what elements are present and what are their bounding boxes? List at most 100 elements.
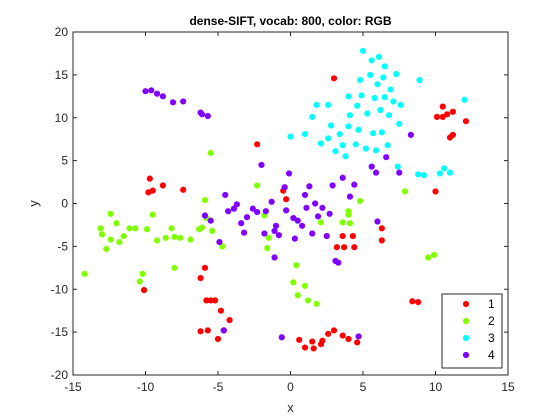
data-point <box>197 275 204 282</box>
legend-box <box>441 293 503 369</box>
x-axis-label: x <box>287 400 294 415</box>
data-point <box>303 204 310 211</box>
legend-label: 2 <box>488 314 495 328</box>
data-point <box>384 142 391 149</box>
data-point <box>171 264 178 271</box>
data-point <box>330 327 338 334</box>
data-point <box>401 188 409 195</box>
legend-marker <box>462 300 470 308</box>
data-point <box>142 88 149 95</box>
data-point <box>219 243 226 250</box>
data-point <box>326 210 333 217</box>
data-point <box>154 237 161 244</box>
data-point <box>368 163 375 170</box>
data-point <box>358 92 365 99</box>
data-point <box>209 227 216 235</box>
data-point <box>396 169 403 176</box>
data-point <box>339 219 346 226</box>
data-point <box>354 339 361 346</box>
data-point <box>339 174 346 181</box>
data-point <box>378 237 385 244</box>
data-point <box>439 113 446 120</box>
data-point <box>299 222 306 229</box>
data-point <box>349 232 356 240</box>
data-point <box>81 270 88 277</box>
data-point <box>301 282 309 289</box>
data-point <box>319 337 326 344</box>
legend-label: 3 <box>488 331 495 345</box>
data-point <box>113 220 120 227</box>
data-point <box>146 175 153 182</box>
data-point <box>201 212 209 219</box>
x-tick-label: -15 <box>64 380 82 394</box>
data-point <box>396 120 403 127</box>
x-tick-label: 10 <box>429 380 443 394</box>
data-point <box>357 197 364 205</box>
data-point <box>375 53 383 60</box>
data-point <box>336 130 343 138</box>
data-point <box>415 171 422 178</box>
data-point <box>374 81 381 88</box>
data-point <box>149 211 156 218</box>
data-point <box>345 93 352 100</box>
data-point <box>351 181 358 188</box>
data-point <box>287 133 294 140</box>
data-point <box>254 141 261 148</box>
data-point <box>362 145 370 152</box>
legend-label: 4 <box>488 348 495 362</box>
data-point <box>198 111 206 118</box>
legend-entry-1: 1 <box>462 297 495 311</box>
x-tick-label: 5 <box>360 380 367 394</box>
series-4 <box>142 87 414 341</box>
data-point <box>368 57 375 64</box>
data-point <box>214 335 222 343</box>
data-point <box>351 244 358 251</box>
data-point <box>416 76 423 84</box>
x-tick-label: -10 <box>137 380 155 394</box>
data-point <box>301 344 309 351</box>
data-point <box>329 182 336 189</box>
data-point <box>278 334 285 341</box>
data-point <box>367 71 374 78</box>
data-point <box>371 94 378 102</box>
data-point <box>325 135 332 142</box>
y-axis-label: y <box>26 200 41 207</box>
series-2 <box>81 149 438 307</box>
data-point <box>148 87 155 94</box>
data-point <box>265 234 272 241</box>
data-point <box>352 141 359 148</box>
data-point <box>415 299 422 306</box>
data-point <box>355 333 362 340</box>
data-point <box>441 165 448 172</box>
y-tick-label: 15 <box>55 68 69 82</box>
data-point <box>355 126 362 133</box>
data-point <box>377 106 384 114</box>
data-point <box>430 251 438 259</box>
data-point <box>271 254 278 261</box>
data-point <box>393 70 400 78</box>
data-point <box>345 123 352 130</box>
data-point <box>149 187 156 194</box>
y-tick-label: 5 <box>61 154 68 168</box>
data-point <box>425 254 432 261</box>
data-point <box>201 264 209 271</box>
data-point <box>187 236 194 243</box>
data-point <box>309 230 316 237</box>
data-point <box>180 186 187 193</box>
data-point <box>339 332 346 339</box>
data-point <box>290 279 297 286</box>
data-point <box>103 245 110 253</box>
data-point <box>177 234 184 241</box>
data-point <box>154 90 161 97</box>
data-point <box>364 110 371 117</box>
data-point <box>275 232 283 239</box>
data-point <box>407 131 414 138</box>
data-point <box>378 225 385 232</box>
data-point <box>261 230 268 237</box>
data-point <box>317 140 325 147</box>
points-layer <box>81 47 470 352</box>
data-point <box>309 113 316 120</box>
data-point <box>241 229 248 236</box>
data-point <box>171 233 178 241</box>
